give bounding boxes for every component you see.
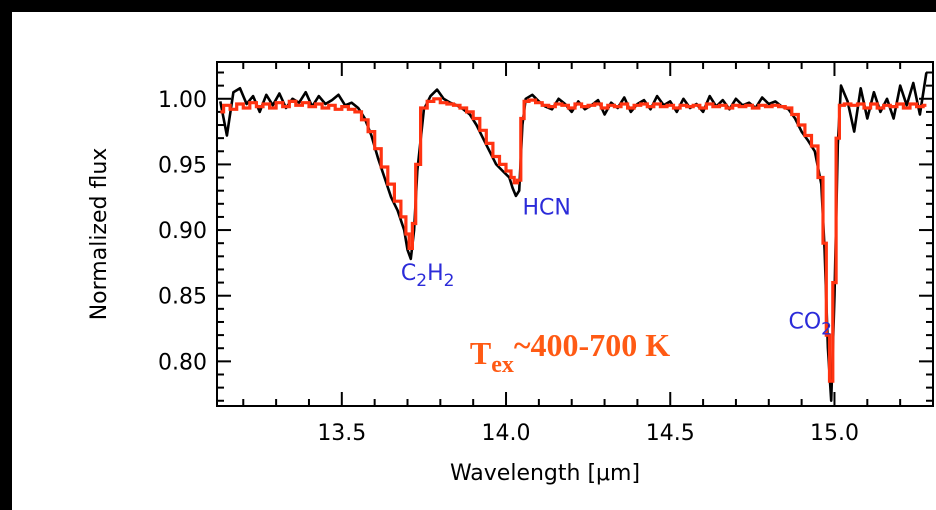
y-tick-label: 1.00: [158, 88, 207, 113]
spectrum-chart: 13.5 14.0 14.5 15.0 0.80 0.85 0.90 0.95 1.00 Wave…: [87, 61, 934, 486]
subscript: ex: [491, 352, 514, 378]
molecule-label: HCN: [522, 195, 570, 220]
axes: 13.5 14.0 14.5 15.0 0.80 0.85 0.90 0.95 1.00 Wave…: [87, 61, 934, 486]
y-tick-label: 0.80: [158, 350, 207, 375]
molecule-label: C2H2: [401, 261, 455, 291]
molecule-label: CO2: [788, 310, 832, 340]
chart-panel: 13.5 14.0 14.5 15.0 0.80 0.85 0.90 0.95 1.00 Wave…: [12, 12, 936, 510]
label-text: CO: [788, 310, 821, 335]
y-tick-label: 0.95: [158, 153, 207, 178]
temperature-range: ~400-700 K: [514, 327, 670, 363]
subscript: 2: [444, 271, 455, 291]
label-text: T: [470, 335, 491, 371]
series-layer: [219, 72, 928, 402]
model-series-line: [220, 97, 927, 383]
temperature-label: Tex~400-700 K: [470, 327, 670, 378]
x-axis-title: Wavelength [μm]: [450, 461, 640, 486]
subscript: 2: [821, 319, 832, 339]
label-text: H: [427, 261, 444, 286]
x-tick-label: 14.5: [646, 421, 695, 446]
label-text: C: [401, 261, 416, 286]
y-tick-label: 0.85: [158, 285, 207, 310]
x-tick-label: 14.0: [482, 421, 531, 446]
x-tick-label: 13.5: [317, 421, 366, 446]
y-tick-label: 0.90: [158, 219, 207, 244]
y-axis-title: Normalized flux: [87, 148, 112, 321]
plot-frame: [216, 61, 934, 407]
subscript: 2: [416, 271, 427, 291]
x-tick-label: 15.0: [810, 421, 859, 446]
label-text: HCN: [522, 195, 570, 220]
